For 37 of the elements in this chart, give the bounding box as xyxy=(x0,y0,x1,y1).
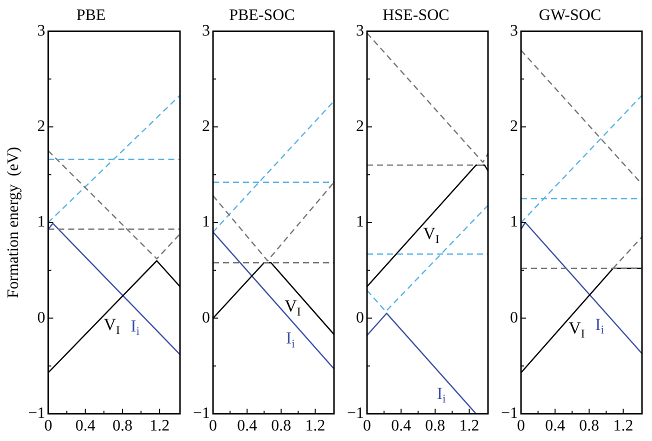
y-tick-label: 0 xyxy=(510,309,518,326)
x-tick-label: 1.2 xyxy=(459,418,480,435)
x-tick-label: 0.4 xyxy=(391,418,412,435)
y-tick-label: 1 xyxy=(510,214,518,231)
y-tick-label: −1 xyxy=(28,405,46,422)
y-tick-label: 1 xyxy=(202,214,210,231)
x-tick-label: 0.4 xyxy=(75,418,96,435)
y-tick-label: 2 xyxy=(37,118,46,136)
y-tick-label: 0 xyxy=(37,309,46,326)
x-tick-label: 1.2 xyxy=(150,418,170,435)
y-tick-label: 1 xyxy=(356,214,364,231)
chart-title: PBE-SOC xyxy=(229,6,295,24)
y-tick-label: 3 xyxy=(356,22,364,40)
x-tick-label: 0.8 xyxy=(425,418,446,435)
y-axis-title: Formation energy (eV) xyxy=(4,146,22,298)
y-tick-label: 2 xyxy=(356,118,364,136)
y-tick-label: 0 xyxy=(356,309,364,326)
chart-title: PBE xyxy=(76,6,106,24)
y-tick-label: 3 xyxy=(202,22,210,40)
chart-title: GW-SOC xyxy=(538,6,602,24)
x-tick-label: 0.8 xyxy=(112,418,132,435)
y-tick-label: −1 xyxy=(500,405,518,422)
y-tick-label: 2 xyxy=(202,118,210,136)
y-tick-label: 2 xyxy=(510,118,518,136)
chart-title: HSE-SOC xyxy=(382,6,450,24)
y-tick-label: −1 xyxy=(192,405,210,422)
y-tick-label: −1 xyxy=(346,405,364,422)
y-tick-label: 3 xyxy=(510,22,518,40)
x-tick-label: 1.2 xyxy=(613,418,634,435)
x-tick-label: 0.8 xyxy=(271,418,292,435)
y-tick-label: 1 xyxy=(37,214,46,231)
x-tick-label: 0.4 xyxy=(237,418,258,435)
x-tick-label: 0.8 xyxy=(579,418,600,435)
x-tick-label: 1.2 xyxy=(305,418,326,435)
x-tick-label: 0.4 xyxy=(545,418,566,435)
y-tick-label: 0 xyxy=(202,309,210,326)
y-tick-label: 3 xyxy=(37,22,46,40)
